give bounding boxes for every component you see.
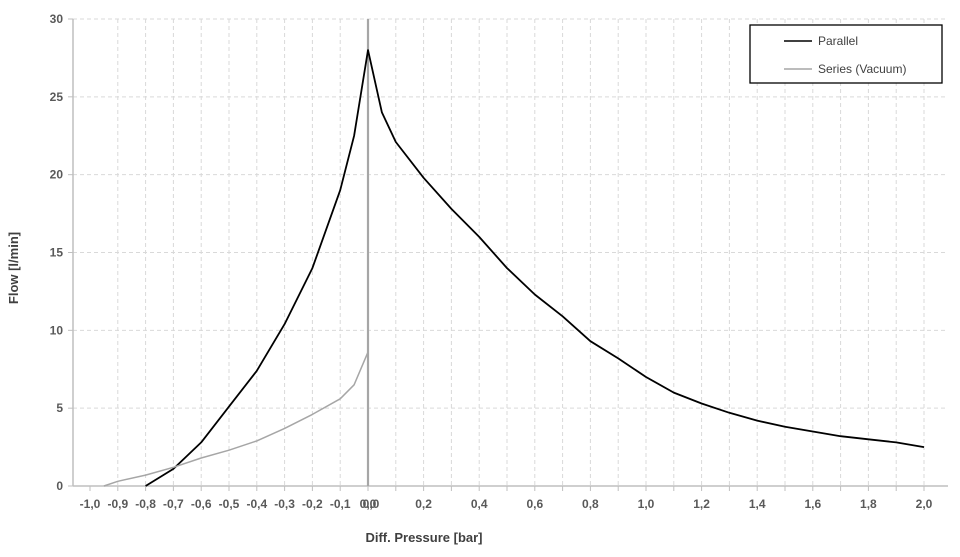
x-tick-labels: -1,0 -0,9 -0,8 -0,7 -0,6 -0,5 -0,4 -0,3 -0,2 -0,1… — [80, 497, 933, 511]
grid-lines — [73, 18, 948, 486]
x-axis-title: Diff. Pressure [bar] — [365, 530, 482, 545]
x-tick-label: 2,0 — [916, 497, 933, 511]
x-tick-label: -1,0 — [80, 497, 101, 511]
x-tick-label-secondary: 0,0 — [363, 497, 380, 511]
x-tick-label: -0,1 — [330, 497, 351, 511]
y-axis-title: Flow [l/min] — [6, 232, 21, 304]
x-tick-label: -0,7 — [163, 497, 184, 511]
axes — [68, 18, 948, 491]
y-tick-label: 5 — [56, 401, 63, 415]
x-tick-label: -0,5 — [219, 497, 240, 511]
x-tick-label: 1,6 — [804, 497, 821, 511]
x-tick-label: -0,3 — [274, 497, 295, 511]
x-tick-label: 1,0 — [638, 497, 655, 511]
x-tick-label: 1,2 — [693, 497, 710, 511]
series-line-parallel — [145, 49, 925, 487]
legend-label-series-vacuum: Series (Vacuum) — [818, 62, 906, 76]
x-tick-label: -0,9 — [107, 497, 128, 511]
x-tick-label: 0,2 — [415, 497, 432, 511]
x-tick-label: 0,4 — [471, 497, 488, 511]
x-tick-label: 0,8 — [582, 497, 599, 511]
x-tick-label: 1,8 — [860, 497, 877, 511]
legend: Parallel Series (Vacuum) — [749, 24, 943, 84]
y-tick-labels: 0 5 10 15 20 25 30 — [50, 12, 64, 493]
x-tick-label: 1,4 — [749, 497, 766, 511]
y-tick-label: 0 — [56, 479, 63, 493]
y-tick-label: 20 — [50, 168, 64, 182]
legend-label-parallel: Parallel — [818, 34, 858, 48]
x-tick-label: 0,6 — [526, 497, 543, 511]
x-tick-label: -0,6 — [191, 497, 212, 511]
series-lines — [103, 49, 925, 487]
legend-box — [749, 24, 943, 84]
y-tick-label: 25 — [50, 90, 64, 104]
x-tick-label: -0,4 — [246, 497, 267, 511]
series-line-series-vacuum — [103, 351, 369, 487]
x-tick-label: 0,0 — [360, 497, 377, 511]
y-tick-label: 10 — [50, 323, 64, 337]
x-tick-label: -0,8 — [135, 497, 156, 511]
y-tick-label: 15 — [50, 246, 64, 260]
y-tick-label: 30 — [50, 12, 64, 26]
x-tick-label: -0,2 — [302, 497, 323, 511]
